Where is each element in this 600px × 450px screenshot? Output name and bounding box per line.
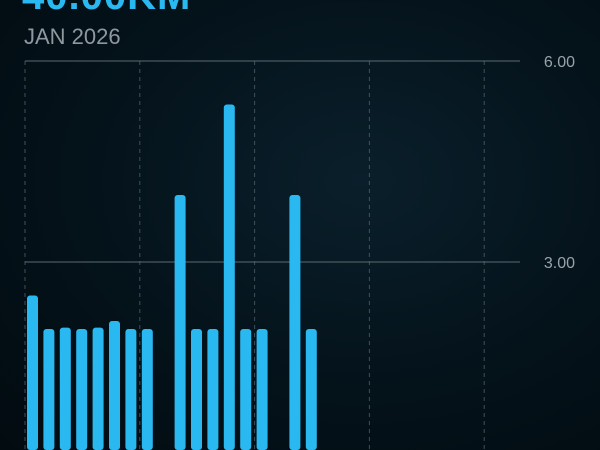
- bar-day-7: [125, 329, 137, 450]
- bar-day-6: [109, 320, 120, 450]
- period-label: JAN 2026: [24, 24, 121, 49]
- y-tick-label: 6.00: [544, 54, 575, 71]
- bar-day-4: [76, 329, 88, 450]
- bar-day-18: [305, 329, 317, 450]
- bar-day-14: [240, 329, 252, 450]
- bar-day-3: [59, 327, 71, 450]
- bar-day-5: [92, 327, 104, 450]
- bar-day-10: [174, 195, 186, 450]
- bar-day-13: [223, 104, 235, 450]
- bar-day-2: [43, 329, 55, 450]
- bar-day-1: [27, 295, 38, 450]
- bar-day-15: [256, 329, 268, 450]
- bar-day-12: [207, 329, 219, 450]
- bar-day-8: [141, 329, 153, 450]
- y-tick-label: 3.00: [544, 255, 575, 272]
- monthly-total-distance: 40.00KM: [22, 0, 191, 19]
- bar-day-11: [191, 329, 202, 450]
- bar-day-17: [289, 195, 301, 450]
